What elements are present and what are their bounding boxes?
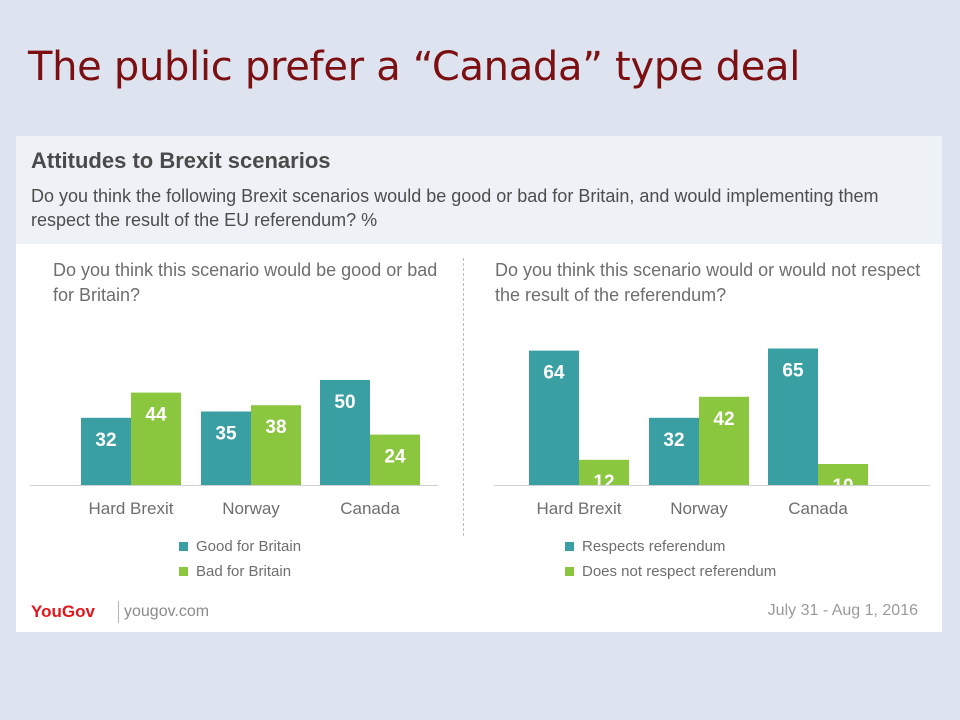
legend-swatch-teal [179,542,188,551]
bar [699,396,749,485]
footer-separator [118,601,119,623]
bar-value-label: 12 [593,472,614,493]
category-label: Canada [788,499,848,518]
bar [201,411,251,485]
right-legend: Respects referendum Does not respect ref… [565,534,776,584]
bar [649,417,699,485]
legend-label-good: Good for Britain [196,538,302,555]
left-legend: Good for Britain Bad for Britain [179,534,301,584]
card-subtitle: Do you think the following Brexit scenar… [31,186,879,230]
category-label: Hard Brexit [536,499,621,518]
bar [81,417,131,485]
bar-value-label: 35 [215,424,237,445]
bar-value-label: 10 [832,476,853,497]
bar [131,392,181,485]
category-label: Norway [222,499,280,518]
bar [251,405,301,485]
bar-value-label: 32 [663,430,684,451]
bar-value-label: 32 [95,430,116,451]
legend-item-bad: Bad for Britain [179,559,301,584]
left-panel-question: Do you think this scenario would be good… [53,260,438,305]
panel-divider [463,258,464,536]
bar-value-label: 64 [543,363,565,384]
bar [370,434,420,485]
legend-label-not-respects: Does not respect referendum [582,563,777,580]
legend-item-good: Good for Britain [179,534,301,559]
bar-value-label: 50 [334,392,355,413]
legend-swatch-green [565,567,574,576]
legend-label-bad: Bad for Britain [196,563,292,580]
bar [529,350,579,485]
category-label: Hard Brexit [88,499,173,518]
legend-item-respects: Respects referendum [565,534,776,559]
bar-value-label: 38 [265,417,286,438]
legend-label-respects: Respects referendum [582,538,726,555]
bar [320,380,370,485]
legend-swatch-green [179,567,188,576]
bar [579,459,629,485]
legend-swatch-teal [565,542,574,551]
footer-site: yougov.com [124,603,210,620]
bar [768,348,818,485]
bar [818,464,868,485]
bar-value-label: 42 [713,409,734,430]
left-bar-chart: 32 44 Hard Brexit 35 38 Norway 50 24 Canada [30,380,438,518]
yougov-logo: YouGov [31,602,95,621]
footer-date: July 31 - Aug 1, 2016 [767,602,918,619]
legend-item-not-respects: Does not respect referendum [565,559,776,584]
chart-card: Attitudes to Brexit scenarios Do you thi… [16,136,942,632]
bar-value-label: 44 [145,405,167,426]
right-panel-question: Do you think this scenario would or woul… [495,260,921,305]
bar-value-label: 24 [384,447,406,468]
right-bar-chart: 64 12 Hard Brexit 32 42 Norway 65 10 Canada [494,348,930,518]
slide-title: The public prefer a “Canada” type deal [28,44,801,90]
category-label: Norway [670,499,728,518]
bar-value-label: 65 [782,361,804,382]
card-header: Attitudes to Brexit scenarios Do you thi… [16,136,942,244]
card-title: Attitudes to Brexit scenarios [31,148,331,173]
category-label: Canada [340,499,400,518]
